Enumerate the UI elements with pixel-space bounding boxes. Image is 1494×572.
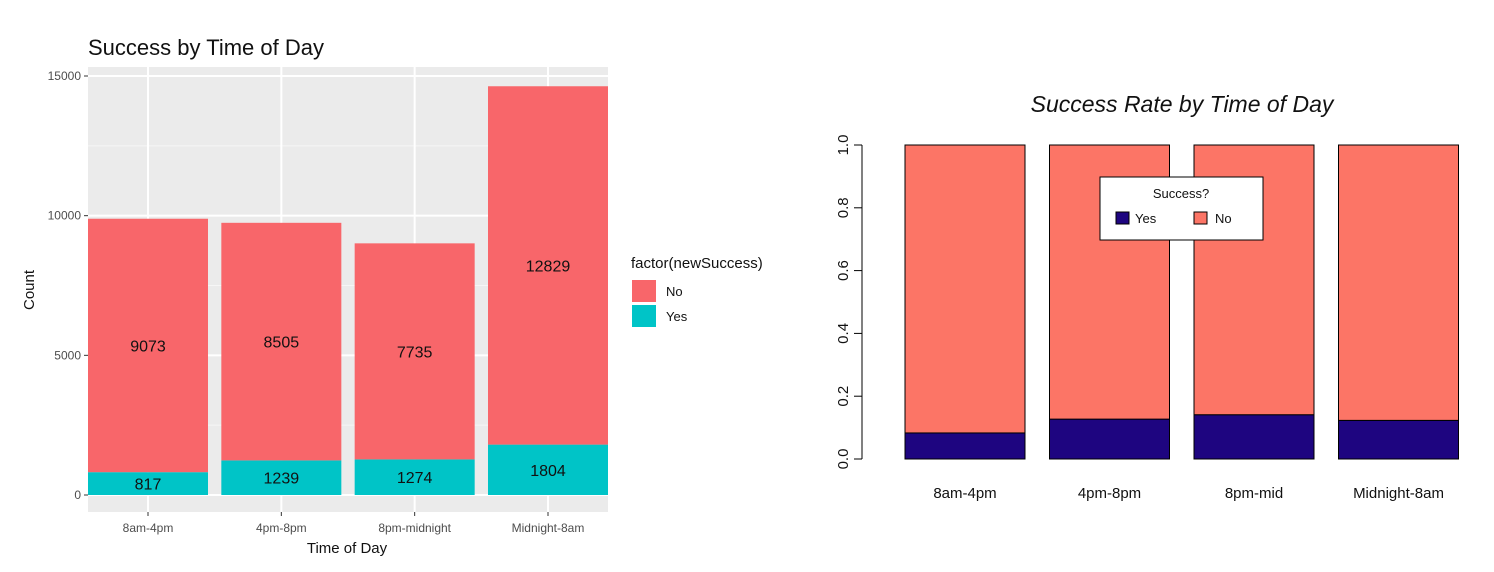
bar-no xyxy=(221,222,342,461)
x-tick-label: Midnight-8am xyxy=(512,521,585,535)
y-tick-label: 0.4 xyxy=(835,323,852,344)
data-label-no: 7735 xyxy=(397,344,433,361)
data-label-no: 12829 xyxy=(526,258,571,275)
count-chart: Success by Time of Day 0 5000 10000 15000 8… xyxy=(21,35,763,557)
count-chart-legend: factor(newSuccess) No Yes xyxy=(631,255,763,327)
rate-chart-bars xyxy=(904,144,1459,460)
y-tick-label: 0.8 xyxy=(835,197,852,218)
rate-chart-legend-box xyxy=(1099,176,1264,241)
bar-no xyxy=(1338,144,1459,421)
rate-chart-title: Success Rate by Time of Day xyxy=(1031,91,1335,117)
y-tick-label: 0.2 xyxy=(835,386,852,407)
x-tick-label: 4pm-8pm xyxy=(1078,485,1141,502)
y-tick-label: 15000 xyxy=(48,69,82,83)
count-chart-y-axis: 0 5000 10000 15000 xyxy=(48,69,88,502)
legend-label-no: No xyxy=(666,284,683,299)
data-label-yes: 1239 xyxy=(264,471,300,488)
y-tick-label: 10000 xyxy=(48,209,82,223)
bar-yes xyxy=(904,432,1026,460)
bar-no xyxy=(354,243,475,460)
data-label-yes: 817 xyxy=(135,477,162,494)
count-chart-data-labels: 817 9073 1239 8505 1274 7735 1804 12829 xyxy=(130,258,570,493)
data-label-yes: 1274 xyxy=(397,470,433,487)
bar-yes xyxy=(354,459,475,495)
bar-no xyxy=(88,218,208,473)
rate-chart: Success Rate by Time of Day 0.0 0.2 0.4 0.6… xyxy=(835,91,1459,502)
rate-chart-legend: Success? Yes No xyxy=(1099,176,1264,241)
bar-yes xyxy=(88,472,208,495)
x-tick-label: 8am-4pm xyxy=(123,521,174,535)
rate-chart-y-axis: 0.0 0.2 0.4 0.6 0.8 1.0 xyxy=(835,135,863,470)
x-tick-label: 8pm-mid xyxy=(1225,485,1283,502)
legend-swatch-yes xyxy=(1115,211,1130,225)
y-tick-label: 1.0 xyxy=(835,135,852,156)
count-chart-y-label: Count xyxy=(21,269,38,310)
bar-yes xyxy=(1338,419,1459,460)
legend-swatch-yes xyxy=(632,305,656,327)
legend-label-yes: Yes xyxy=(666,309,688,324)
rate-chart-x-axis: 8am-4pm 4pm-8pm 8pm-mid Midnight-8am xyxy=(933,485,1444,502)
x-tick-label: 8pm-midnight xyxy=(378,521,451,535)
data-label-yes: 1804 xyxy=(530,463,566,480)
data-label-no: 9073 xyxy=(130,338,166,355)
x-tick-label: 4pm-8pm xyxy=(256,521,307,535)
y-tick-label: 0.6 xyxy=(835,260,852,281)
legend-swatch-no xyxy=(1193,211,1208,225)
bar-yes xyxy=(221,460,342,495)
y-tick-label: 0.0 xyxy=(835,449,852,470)
legend-swatch-no xyxy=(632,280,656,302)
bar-no xyxy=(488,86,608,445)
count-chart-bars xyxy=(88,86,608,495)
bar-no xyxy=(904,144,1026,434)
count-chart-title: Success by Time of Day xyxy=(88,35,324,60)
y-tick-label: 5000 xyxy=(54,348,81,362)
count-chart-legend-title: factor(newSuccess) xyxy=(631,255,763,272)
y-tick-label: 0 xyxy=(74,488,81,502)
count-chart-x-axis: 8am-4pm 4pm-8pm 8pm-midnight Midnight-8am xyxy=(123,512,585,535)
rate-chart-legend-title: Success? xyxy=(1153,186,1209,201)
bar-yes xyxy=(488,444,608,495)
bar-yes xyxy=(1193,414,1315,460)
x-tick-label: Midnight-8am xyxy=(1353,485,1444,502)
legend-label-no: No xyxy=(1215,211,1232,226)
count-chart-x-label: Time of Day xyxy=(307,540,388,557)
data-label-no: 8505 xyxy=(264,335,300,352)
legend-label-yes: Yes xyxy=(1135,211,1157,226)
bar-yes xyxy=(1049,418,1170,460)
x-tick-label: 8am-4pm xyxy=(933,485,996,502)
